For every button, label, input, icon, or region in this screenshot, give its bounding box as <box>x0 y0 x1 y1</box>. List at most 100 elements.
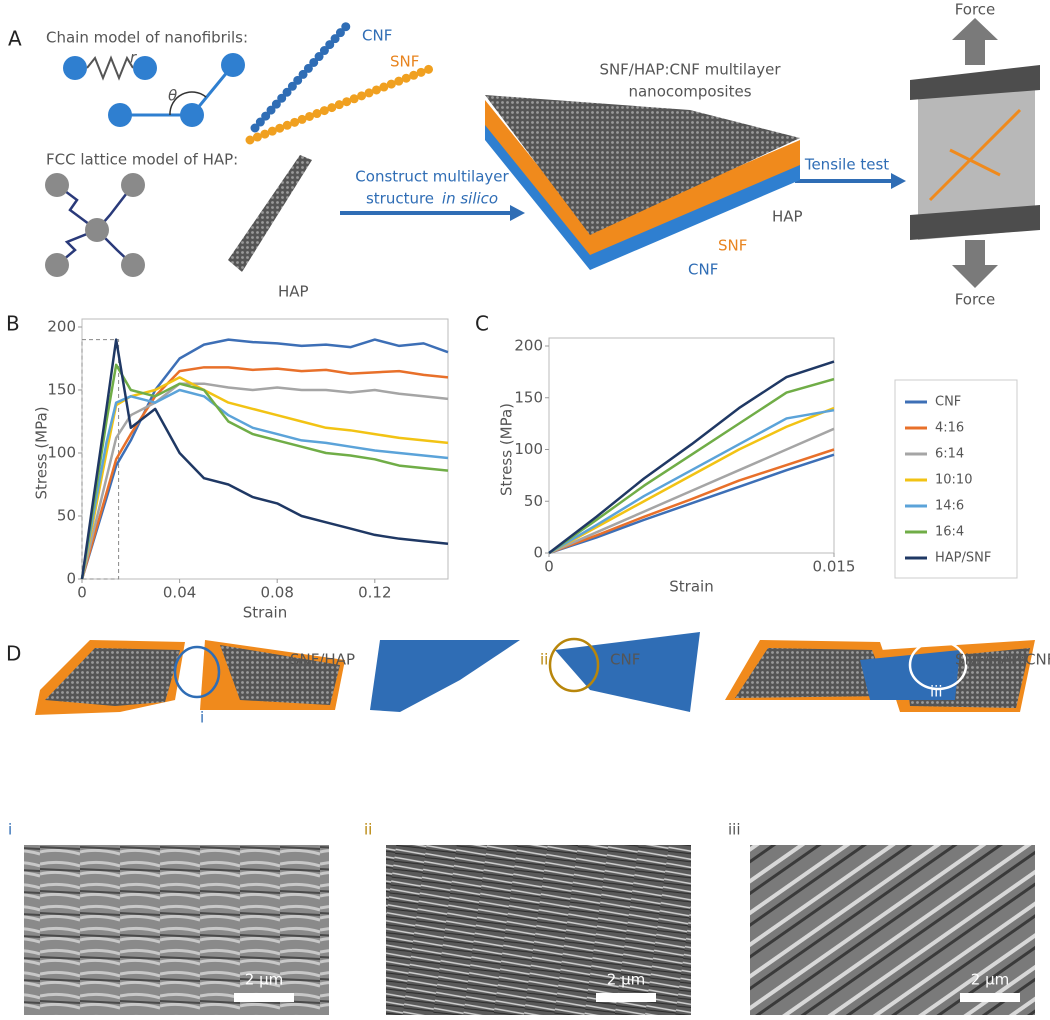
sem-label: iii <box>728 821 741 839</box>
series-line <box>548 427 835 555</box>
sem-label: i <box>8 821 12 839</box>
illustration-shape <box>548 637 600 693</box>
x-tick-label: 0.015 <box>813 558 856 576</box>
y-tick-label: 0 <box>533 544 543 562</box>
layer-label: CNF <box>688 261 718 279</box>
panel-a-art <box>45 17 1040 288</box>
illustration-shape <box>220 645 340 705</box>
x-axis-label: Strain <box>669 578 713 596</box>
illustration-shape <box>750 845 1035 1015</box>
panel-label: B <box>6 312 20 336</box>
y-axis-label: Stress (MPa) <box>498 403 516 496</box>
series-line <box>80 376 449 580</box>
series-line <box>80 366 449 580</box>
illustration-shape <box>918 80 1035 240</box>
illustration-shape <box>860 650 960 700</box>
legend-label: CNF <box>935 395 961 410</box>
illustration-shape <box>86 55 134 81</box>
y-tick-label: 150 <box>47 381 76 399</box>
illustration-shape <box>121 173 145 197</box>
illustration-shape <box>510 205 525 221</box>
y-tick-label: 50 <box>524 492 543 510</box>
legend-label: 14:6 <box>935 499 964 514</box>
legend-label: 4:16 <box>935 421 964 436</box>
x-tick-label: 0 <box>77 584 87 602</box>
illustration-shape <box>928 108 1022 202</box>
region-mark: i <box>200 709 204 727</box>
illustration-shape <box>173 645 221 699</box>
illustration-shape <box>910 65 1040 100</box>
y-tick-label: 200 <box>514 337 543 355</box>
illustration-shape <box>485 100 800 255</box>
y-axis-label: Stress (MPa) <box>33 406 51 499</box>
series-line <box>80 388 449 580</box>
plot-frame <box>548 337 835 554</box>
construct-label: in silico <box>442 190 498 208</box>
illustration-shape <box>108 103 132 127</box>
illustration-shape <box>596 993 656 1002</box>
illustration-shape <box>169 91 207 116</box>
illustration-shape <box>85 218 109 242</box>
scale-label: 2 µm <box>971 971 1009 989</box>
illustration-shape <box>245 63 437 145</box>
illustration-shape <box>949 148 1001 177</box>
x-tick-label: 0.12 <box>358 584 391 602</box>
series-line <box>548 406 835 555</box>
sim-label: SNF/HAP:CNF <box>955 651 1050 669</box>
hap-label: HAP <box>278 283 309 301</box>
panel-label: A <box>8 27 22 51</box>
plot-frame <box>81 318 449 580</box>
legend-label: HAP/SNF <box>935 551 991 566</box>
illustration-shape <box>234 993 294 1002</box>
legend-label: 6:14 <box>935 447 964 462</box>
x-tick-label: 0 <box>544 558 554 576</box>
illustration-shape <box>485 110 800 270</box>
region-mark: ii <box>540 651 548 669</box>
illustration-shape <box>735 648 890 698</box>
composite-label: nanocomposites <box>628 83 751 101</box>
force-label: Force <box>955 291 996 309</box>
illustration-shape <box>56 228 134 266</box>
y-tick-label: 100 <box>47 444 76 462</box>
tensile-label: Tensile test <box>804 156 889 174</box>
series-line <box>80 338 449 580</box>
panel-label: D <box>6 642 21 666</box>
series-line <box>80 363 449 580</box>
illustration-shape <box>221 53 245 77</box>
illustration-shape <box>45 648 180 706</box>
cnf-label: CNF <box>362 27 392 45</box>
y-tick-label: 50 <box>57 507 76 525</box>
y-tick-label: 200 <box>47 318 76 336</box>
chain-title: Chain model of nanofibrils: <box>46 29 248 47</box>
series-line <box>548 453 835 555</box>
illustration-shape <box>45 173 69 197</box>
scale-label: 2 µm <box>245 971 283 989</box>
y-tick-label: 100 <box>514 440 543 458</box>
simulation-art <box>24 632 1035 1015</box>
illustration-shape <box>370 640 520 712</box>
region-mark: iii <box>930 683 943 701</box>
snf-label: SNF <box>390 53 419 71</box>
layer-label: SNF <box>718 237 747 255</box>
illustration-shape <box>891 173 906 189</box>
series-line <box>80 382 449 580</box>
illustration-shape <box>63 56 87 80</box>
angle-symbol: θ <box>168 87 177 105</box>
illustration-shape <box>180 103 204 127</box>
sem-label: ii <box>364 821 372 839</box>
force-label: Force <box>955 1 996 19</box>
legend-label: 16:4 <box>935 525 964 540</box>
legend-label: 10:10 <box>935 473 972 488</box>
illustration-shape <box>555 632 700 712</box>
bond-symbol: r <box>130 49 137 67</box>
illustration-shape <box>960 993 1020 1002</box>
illustration-shape <box>386 845 691 1015</box>
panel-label: C <box>475 312 489 336</box>
x-tick-label: 0.04 <box>163 584 196 602</box>
scale-label: 2 µm <box>607 971 645 989</box>
y-tick-label: 150 <box>514 388 543 406</box>
construct-label: Construct multilayer <box>355 168 509 186</box>
illustration-shape <box>24 845 329 1015</box>
sim-label: CNF <box>610 651 640 669</box>
